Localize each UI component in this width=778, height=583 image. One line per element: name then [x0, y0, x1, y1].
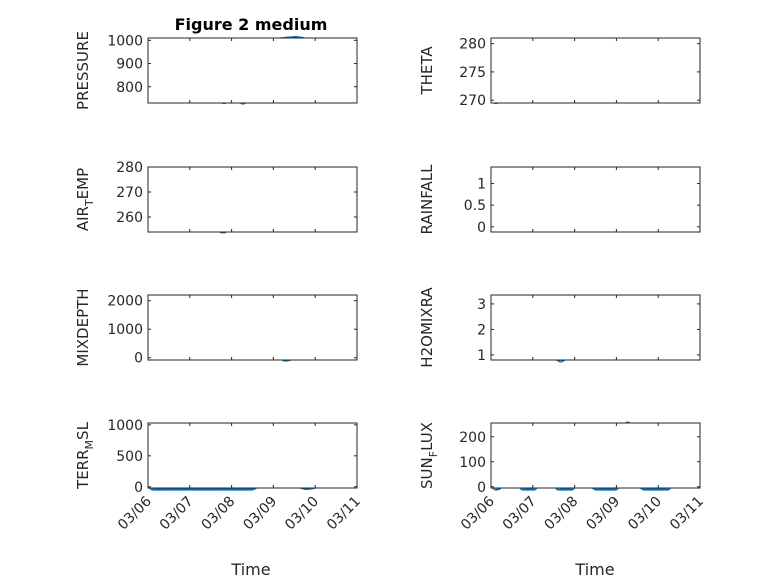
y-tick-label: 0: [477, 220, 486, 236]
y-axis-label-rest: EMP: [74, 168, 92, 199]
y-tick-label: 0: [134, 480, 143, 496]
y-axis-label-main: SUN: [418, 457, 436, 489]
subplot-rainfall: 0 0.5 1 RAINFALL: [418, 164, 701, 236]
y-axis-label: RAINFALL: [418, 164, 436, 235]
y-axis-label-main: AIR: [74, 206, 92, 231]
y-tick-label: 1000: [107, 33, 143, 49]
axes-frame: [147, 37, 358, 104]
y-tick-label: 800: [116, 80, 143, 96]
y-tick-label: 500: [116, 449, 143, 465]
y-tick-label: 3: [477, 297, 486, 313]
y-tick-label: 260: [116, 210, 143, 226]
y-tick-label: 280: [116, 160, 143, 176]
subplot-air_temp: 260 270 280 AIRTEMP: [74, 160, 358, 234]
axes-frame: [490, 37, 701, 104]
y-tick-label: 280: [459, 37, 486, 53]
y-axis-label: PRESSURE: [74, 31, 92, 110]
y-tick-label: 275: [459, 65, 486, 81]
y-tick-label: 900: [116, 57, 143, 73]
y-axis-label: H2OMIXRA: [418, 287, 436, 368]
x-axis-label-left: Time: [230, 560, 270, 579]
y-tick-label: 2: [477, 322, 486, 338]
y-tick-label: 1000: [107, 418, 143, 434]
y-axis-label-sub: T: [83, 199, 96, 207]
y-axis-label-sub: F: [427, 451, 440, 457]
y-axis-label-rest: LUX: [418, 422, 436, 451]
y-axis-label-rest: SL: [74, 421, 92, 440]
y-tick-label: 100: [459, 455, 486, 471]
subplot-mixdepth: 0 1000 2000 MIXDEPTH: [74, 288, 358, 367]
y-axis-label: AIRTEMP: [74, 168, 96, 231]
y-tick-label: 1: [477, 176, 486, 192]
y-tick-label: 0: [477, 480, 486, 496]
y-tick-label: 0.5: [464, 198, 486, 214]
y-tick-label: 270: [116, 185, 143, 201]
y-tick-label: 0: [134, 351, 143, 367]
y-tick-label: 1: [477, 348, 486, 364]
axes-frame: [490, 422, 701, 489]
subplot-theta: 270 275 280 THETA: [418, 37, 701, 109]
axes-frame: [147, 294, 358, 361]
subplot-pressure: 800 900 1000 PRESSURE: [74, 31, 358, 110]
y-axis-label: TERRMSL: [74, 421, 96, 490]
y-axis-label-sub: M: [83, 440, 96, 450]
subplot-h2omixra: 1 2 3 H2OMIXRA: [418, 287, 701, 368]
y-tick-label: 270: [459, 93, 486, 109]
y-axis-label: THETA: [418, 46, 436, 96]
y-tick-label: 2000: [107, 294, 143, 310]
y-axis-label: SUNFLUX: [418, 422, 440, 489]
axes-frame: [490, 166, 701, 233]
y-tick-label: 1000: [107, 322, 143, 338]
x-axis-label-right: Time: [574, 560, 614, 579]
figure-title: Figure 2 medium: [175, 15, 328, 34]
axes-frame: [490, 294, 701, 361]
axes-frame: [147, 422, 358, 489]
y-axis-label-main: TERR: [74, 449, 92, 490]
y-tick-label: 200: [459, 430, 486, 446]
axes-frame: [147, 166, 358, 233]
y-axis-label: MIXDEPTH: [74, 288, 92, 366]
